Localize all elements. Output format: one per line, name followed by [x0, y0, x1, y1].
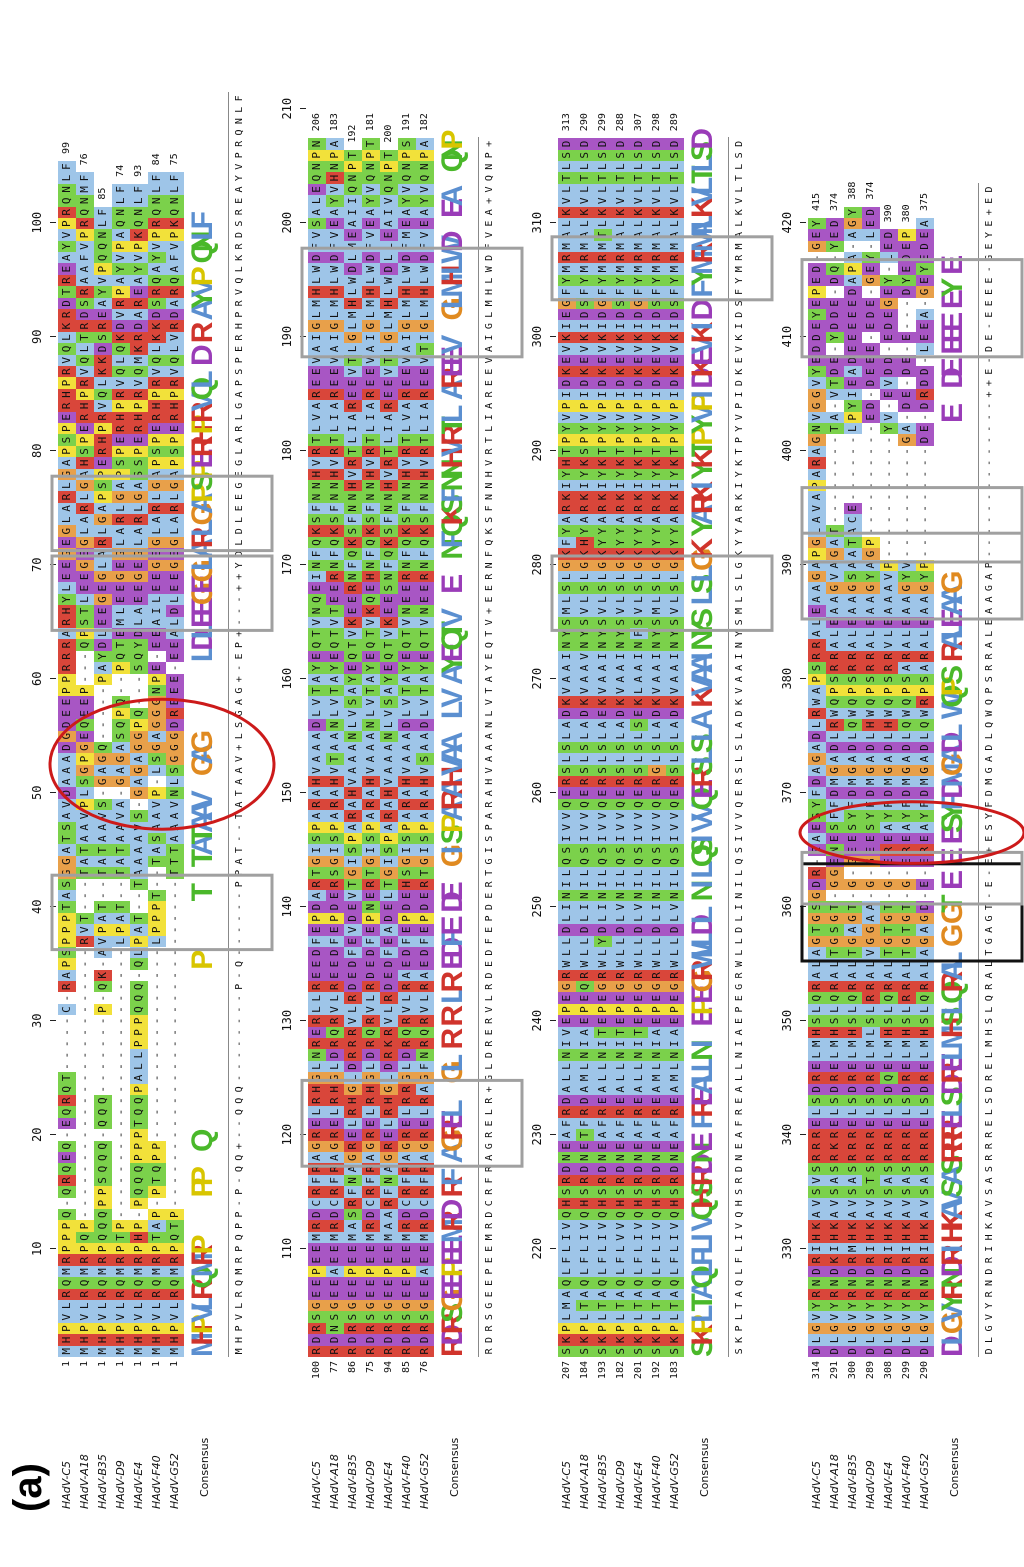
- highlight-box: [800, 862, 1024, 963]
- highlight-box: [800, 486, 1024, 564]
- highlight-box: [50, 873, 274, 952]
- highlight-box: [550, 235, 774, 302]
- highlight-box: [800, 258, 1024, 359]
- highlight-box: [50, 554, 274, 632]
- highlight-box: [550, 554, 774, 632]
- highlight-ellipse: [798, 800, 1024, 865]
- highlight-box: [50, 474, 274, 553]
- highlight-ellipse: [48, 697, 276, 831]
- highlight-box: [300, 246, 524, 359]
- highlight-box: [300, 1078, 524, 1168]
- highlight-box: [800, 850, 1024, 906]
- highlight-box: [800, 531, 1024, 621]
